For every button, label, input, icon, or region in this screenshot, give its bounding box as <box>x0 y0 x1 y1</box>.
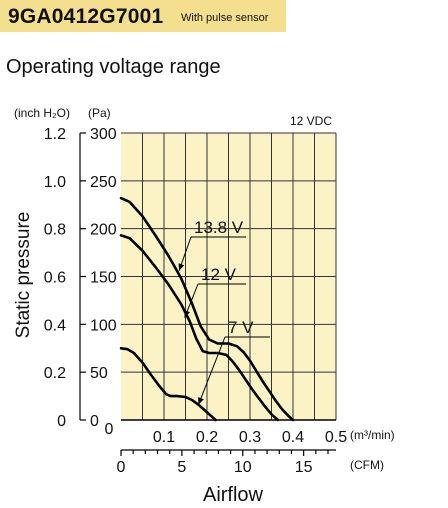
y-tick-label-pa: 150 <box>90 270 117 287</box>
model-subtitle: With pulse sensor <box>181 12 269 24</box>
y-tick-label-pa: 100 <box>90 317 117 334</box>
y-unit-pa: (Pa) <box>88 106 111 120</box>
y-tick-label-pa: 250 <box>90 174 117 191</box>
label-leaders <box>178 236 270 405</box>
x-tick-label-m3: 0.2 <box>196 429 218 446</box>
y-tick-label-pa: 50 <box>90 365 108 382</box>
y-axis-title: Static pressure <box>13 212 34 339</box>
x-tick-label-m3: 0.5 <box>325 429 347 446</box>
leader-arrow-1 <box>184 310 190 318</box>
series-curve-0 <box>119 196 295 422</box>
y-tick-label-inch: 0.2 <box>44 365 66 382</box>
header-band <box>0 0 286 32</box>
leader-arrow-2 <box>198 397 204 405</box>
x-unit-cfm: (CFM) <box>350 458 384 472</box>
x-unit-m3: (m³/min) <box>350 428 395 442</box>
model-number: 9GA0412G7001 <box>8 5 164 28</box>
x-tick-label-m3: 0 <box>105 421 114 438</box>
y-tick-label-pa: 300 <box>90 126 117 143</box>
x-tick-label-m3: 0.1 <box>153 429 175 446</box>
x-tick-label-cfm: 5 <box>177 459 186 476</box>
series-label-12v: 12 V <box>201 265 237 284</box>
x-tick-label-m3: 0.3 <box>239 429 261 446</box>
y-tick-label-inch: 1.0 <box>44 174 66 191</box>
series-curve-2 <box>119 347 217 422</box>
x-axis-title: Airflow <box>203 484 264 506</box>
y-tick-label-inch: 0.8 <box>44 222 66 239</box>
x-tick-label-cfm: 0 <box>117 459 126 476</box>
y-tick-label-inch: 1.2 <box>44 126 66 143</box>
curves <box>119 196 295 422</box>
x-tick-label-m3: 0.4 <box>282 429 304 446</box>
y-tick-label-inch: 0 <box>57 413 66 430</box>
voltage-annotation: 12 VDC <box>290 114 332 128</box>
series-curve-1 <box>119 234 280 422</box>
y-tick-label-pa: 200 <box>90 222 117 239</box>
y-tick-label-pa: 0 <box>90 413 99 430</box>
x-tick-label-cfm: 10 <box>234 459 252 476</box>
series-label-7v: 7 V <box>228 318 254 337</box>
leader-line-2 <box>197 336 226 405</box>
y-unit-inch: (inch H₂O) <box>14 106 70 120</box>
section-title: Operating voltage range <box>6 56 221 78</box>
y-tick-label-inch: 0.4 <box>44 317 66 334</box>
leader-arrow-0 <box>178 263 185 271</box>
y-tick-label-inch: 0.6 <box>44 270 66 287</box>
x-tick-label-cfm: 15 <box>295 459 313 476</box>
series-label-13-8v: 13.8 V <box>194 218 244 237</box>
